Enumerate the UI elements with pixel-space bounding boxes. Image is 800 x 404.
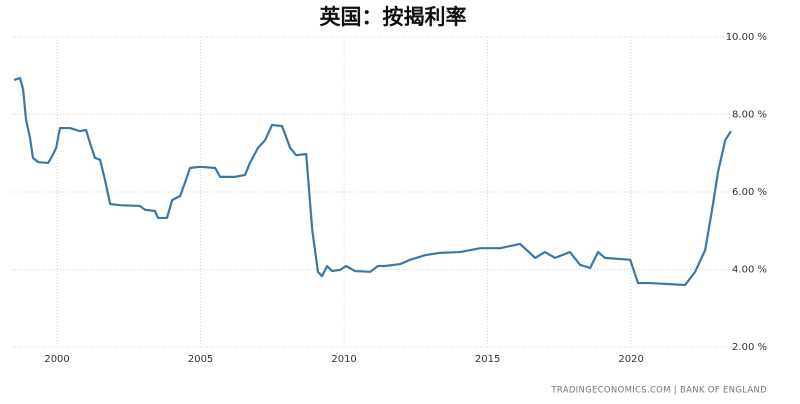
y-tick-label: 4.00 % [732,265,767,276]
x-tick-label: 2010 [331,354,356,365]
y-tick-label: 6.00 % [732,187,767,198]
y-tick-label: 2.00 % [732,342,767,353]
series-line [13,76,732,287]
chart-title: 英国：按揭利率 [320,5,467,29]
x-tick-label: 2000 [44,354,69,365]
x-tick-label: 2020 [618,354,643,365]
x-tick-label: 2015 [475,354,500,365]
y-tick-label: 8.00 % [732,110,767,121]
y-tick-label: 10.00 % [726,32,767,43]
source: TRADINGECONOMICS.COM | BANK OF ENGLAND [550,386,767,396]
x-tick-label: 2005 [188,354,213,365]
